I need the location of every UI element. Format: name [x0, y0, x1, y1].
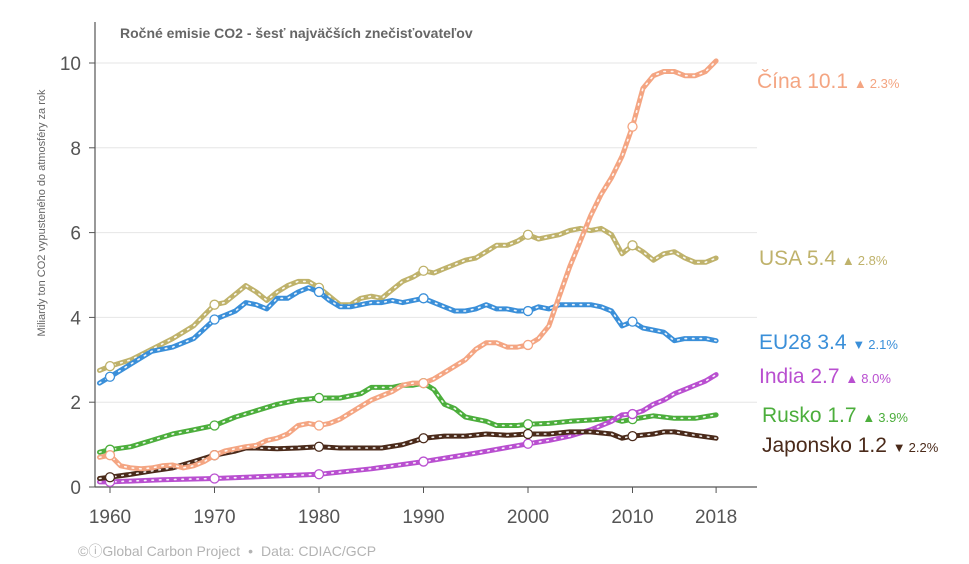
series-label-name: Japonsko — [762, 434, 858, 457]
series-dots-china — [98, 60, 717, 470]
series-label-russia: Rusko 1.7 ▲ 3.9% — [762, 404, 908, 427]
series-marker-eu28 — [104, 371, 116, 382]
series-marker-japan — [104, 472, 116, 483]
y-axis-ticks: 0 2 4 6 8 10 — [60, 54, 95, 499]
series-dots-usa — [98, 227, 717, 372]
triangle-down-icon: ▼ — [852, 337, 865, 352]
series-dots-russia — [98, 382, 717, 454]
series-label-value: 3.4 — [817, 331, 852, 354]
series-dots-japan — [98, 431, 717, 480]
series-marker-eu28 — [627, 316, 638, 327]
y-tick-label: 10 — [60, 54, 81, 75]
footer: ©ⓘGlobal Carbon Project • Data: CDIAC/GCP — [78, 541, 376, 561]
x-tick-label: 2000 — [507, 507, 549, 528]
x-tick-label: 1970 — [193, 507, 235, 528]
triangle-up-icon: ▲ — [862, 410, 875, 425]
y-tick-label: 8 — [70, 139, 81, 160]
triangle-up-icon: ▲ — [842, 253, 855, 268]
series-marker-eu28 — [418, 293, 429, 304]
series-marker-eu28 — [313, 286, 325, 298]
series-marker-japan — [522, 428, 534, 440]
series-marker-india — [418, 456, 429, 467]
series-label-change: 2.1% — [868, 337, 898, 352]
series-marker-india — [627, 408, 638, 420]
series-marker-china — [627, 121, 638, 132]
series-dots-india — [98, 373, 717, 483]
series-label-china: Čína 10.1 ▲ 2.3% — [757, 70, 900, 93]
series-marker-usa — [522, 229, 534, 240]
series-label-value: 5.4 — [807, 247, 842, 270]
series-label-eu28: EU28 3.4 ▼ 2.1% — [759, 331, 898, 354]
series-label-change: 2.2% — [909, 440, 939, 455]
chart-title: Ročné emisie CO2 - šesť najväčších zneči… — [120, 25, 473, 41]
series-marker-russia — [209, 420, 220, 431]
y-tick-label: 0 — [70, 478, 81, 499]
y-tick-label: 6 — [70, 224, 81, 245]
info-logo-icon: ⓘ — [88, 543, 103, 559]
series-label-usa: USA 5.4 ▲ 2.8% — [759, 247, 888, 270]
series-marker-usa — [209, 299, 220, 310]
triangle-up-icon: ▲ — [845, 371, 858, 386]
series-label-value: 1.7 — [827, 404, 862, 427]
series-marker-india — [522, 438, 534, 449]
series-marker-china — [209, 450, 220, 461]
series-china — [97, 58, 719, 472]
series-label-name: Rusko — [762, 404, 827, 427]
series-marker-eu28 — [209, 314, 220, 325]
footer-separator: • — [248, 543, 253, 559]
series-label-change: 2.8% — [858, 253, 888, 268]
x-tick-label: 2010 — [611, 507, 653, 528]
series-label-name: EU28 — [759, 331, 817, 354]
x-tick-label: 1980 — [298, 507, 340, 528]
series-label-change: 8.0% — [861, 371, 891, 386]
series-marker-china — [418, 377, 429, 389]
series-marker-china — [522, 339, 534, 351]
series-label-name: India — [759, 365, 810, 388]
series-label-change: 2.3% — [870, 76, 900, 91]
triangle-up-icon: ▲ — [854, 76, 867, 91]
series-marker-india — [209, 473, 220, 484]
y-tick-label: 2 — [70, 393, 81, 414]
series-label-name: Čína — [757, 70, 807, 93]
series-line-eu28 — [97, 285, 719, 386]
triangle-down-icon: ▼ — [893, 440, 906, 455]
y-axis-title: Miliardy ton CO2 vypusteného do atmosfér… — [36, 89, 48, 337]
series-layer — [97, 58, 719, 488]
footer-data: Data: CDIAC/GCP — [260, 543, 377, 559]
x-axis-ticks: 1960 1970 1980 1990 2000 2010 2018 — [89, 487, 737, 528]
series-label-change: 3.9% — [878, 410, 908, 425]
series-label-india: India 2.7 ▲ 8.0% — [759, 365, 891, 388]
x-tick-label: 1990 — [402, 507, 444, 528]
series-marker-usa — [104, 361, 116, 372]
series-marker-japan — [418, 433, 429, 444]
x-tick-label: 2018 — [695, 507, 737, 528]
series-label-value: 10.1 — [807, 70, 854, 93]
series-label-value: 2.7 — [810, 365, 845, 388]
series-marker-russia — [522, 419, 534, 430]
series-marker-china — [313, 420, 325, 431]
x-tick-label: 1960 — [89, 507, 131, 528]
series-label-japan: Japonsko 1.2 ▼ 2.2% — [762, 434, 939, 457]
cc-logo-icon: © — [78, 543, 89, 559]
footer-source: Global Carbon Project — [102, 543, 241, 559]
series-marker-china — [104, 450, 116, 461]
series-marker-japan — [627, 430, 638, 442]
series-label-name: USA — [759, 247, 807, 270]
series-eu28 — [97, 285, 719, 386]
y-tick-label: 4 — [70, 308, 81, 329]
series-marker-usa — [418, 265, 429, 276]
series-label-value: 1.2 — [858, 434, 893, 457]
series-marker-eu28 — [522, 305, 534, 317]
series-marker-japan — [313, 441, 325, 452]
series-marker-india — [313, 469, 325, 480]
series-marker-usa — [627, 240, 638, 251]
series-labels: Čína 10.1 ▲ 2.3%USA 5.4 ▲ 2.8%EU28 3.4 ▼ 2.… — [757, 70, 939, 457]
series-marker-russia — [313, 392, 325, 404]
